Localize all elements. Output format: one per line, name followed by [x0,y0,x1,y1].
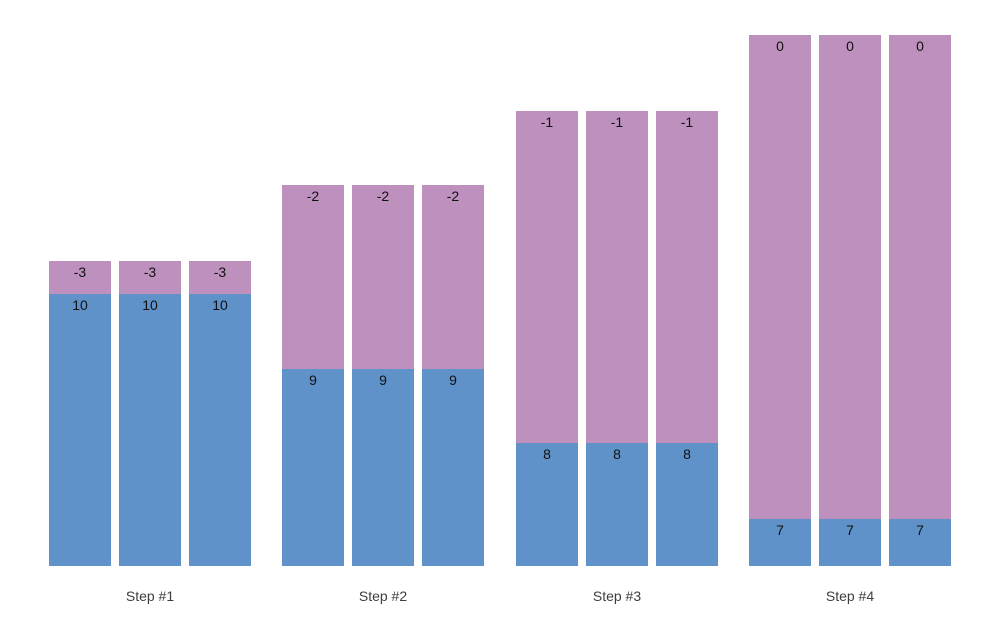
bar-segment-blue: 10 [49,294,111,566]
stacked-bar: -1 8 [656,111,718,566]
segment-value-label: -2 [446,188,460,204]
category-label-step-1: Step #1 [125,588,175,604]
bar-group-step-1: -3 10 -3 10 -3 10 [49,261,251,566]
bar-group-step-4: 0 7 0 7 0 7 [749,35,951,566]
segment-value-label: -1 [680,114,694,130]
stacked-bar: -3 10 [49,261,111,566]
bar-segment-blue: 7 [749,519,811,566]
category-label-step-2: Step #2 [358,588,408,604]
segment-value-label: 10 [142,297,158,313]
category-label-step-3: Step #3 [592,588,642,604]
segment-value-label: 10 [212,297,228,313]
bar-segment-pink: -1 [516,111,578,443]
segment-value-label: 7 [916,522,924,538]
stacked-bar: -2 9 [352,185,414,566]
bar-segment-blue: 9 [422,369,484,566]
bar-segment-blue: 9 [352,369,414,566]
segment-value-label: -1 [610,114,624,130]
bar-group-step-2: -2 9 -2 9 -2 9 [282,185,484,566]
segment-value-label: -1 [540,114,554,130]
bar-segment-blue: 10 [119,294,181,566]
bar-segment-blue: 7 [889,519,951,566]
bar-segment-blue: 10 [189,294,251,566]
segment-value-label: 10 [72,297,88,313]
segment-value-label: 8 [613,446,621,462]
bar-segment-pink: -3 [119,261,181,294]
bar-segment-pink: 0 [889,35,951,519]
segment-value-label: 7 [776,522,784,538]
stacked-bar: -3 10 [119,261,181,566]
bar-segment-blue: 8 [656,443,718,566]
stacked-bar: 0 7 [819,35,881,566]
stacked-bar: -1 8 [586,111,648,566]
bar-segment-pink: -2 [422,185,484,369]
segment-value-label: 7 [846,522,854,538]
bar-segment-blue: 8 [516,443,578,566]
bar-segment-pink: -1 [586,111,648,443]
bar-group-step-3: -1 8 -1 8 -1 8 [516,111,718,566]
bar-segment-pink: -3 [49,261,111,294]
segment-value-label: 0 [916,38,924,54]
segment-value-label: -3 [73,264,87,280]
bar-segment-pink: -2 [352,185,414,369]
stacked-bar: -3 10 [189,261,251,566]
segment-value-label: -3 [213,264,227,280]
segment-value-label: 9 [309,372,317,388]
stacked-bar: -2 9 [282,185,344,566]
bar-segment-pink: -2 [282,185,344,369]
bar-segment-pink: 0 [749,35,811,519]
segment-value-label: 9 [449,372,457,388]
segment-value-label: 8 [543,446,551,462]
segment-value-label: 9 [379,372,387,388]
segment-value-label: 8 [683,446,691,462]
category-label-step-4: Step #4 [825,588,875,604]
bar-segment-blue: 8 [586,443,648,566]
stacked-bar: 0 7 [749,35,811,566]
stacked-bar: -2 9 [422,185,484,566]
stacked-bar: 0 7 [889,35,951,566]
segment-value-label: -2 [306,188,320,204]
stacked-bar: -1 8 [516,111,578,566]
segment-value-label: 0 [846,38,854,54]
bar-segment-blue: 9 [282,369,344,566]
bar-segment-pink: 0 [819,35,881,519]
bar-segment-pink: -1 [656,111,718,443]
bar-segment-pink: -3 [189,261,251,294]
segment-value-label: -3 [143,264,157,280]
segment-value-label: 0 [776,38,784,54]
segment-value-label: -2 [376,188,390,204]
bar-segment-blue: 7 [819,519,881,566]
